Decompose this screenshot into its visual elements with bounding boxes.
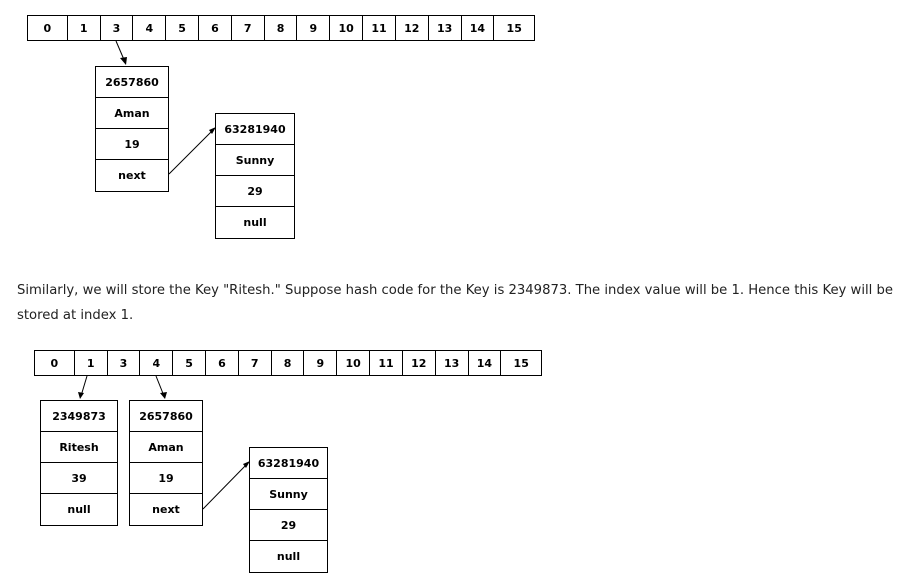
- arrowhead: [160, 392, 167, 399]
- arrow-aman-next-to-sunny-2: [203, 463, 248, 509]
- arrowhead: [120, 57, 127, 65]
- arrow-aman-next-to-sunny: [169, 129, 214, 174]
- arrowhead: [78, 392, 84, 399]
